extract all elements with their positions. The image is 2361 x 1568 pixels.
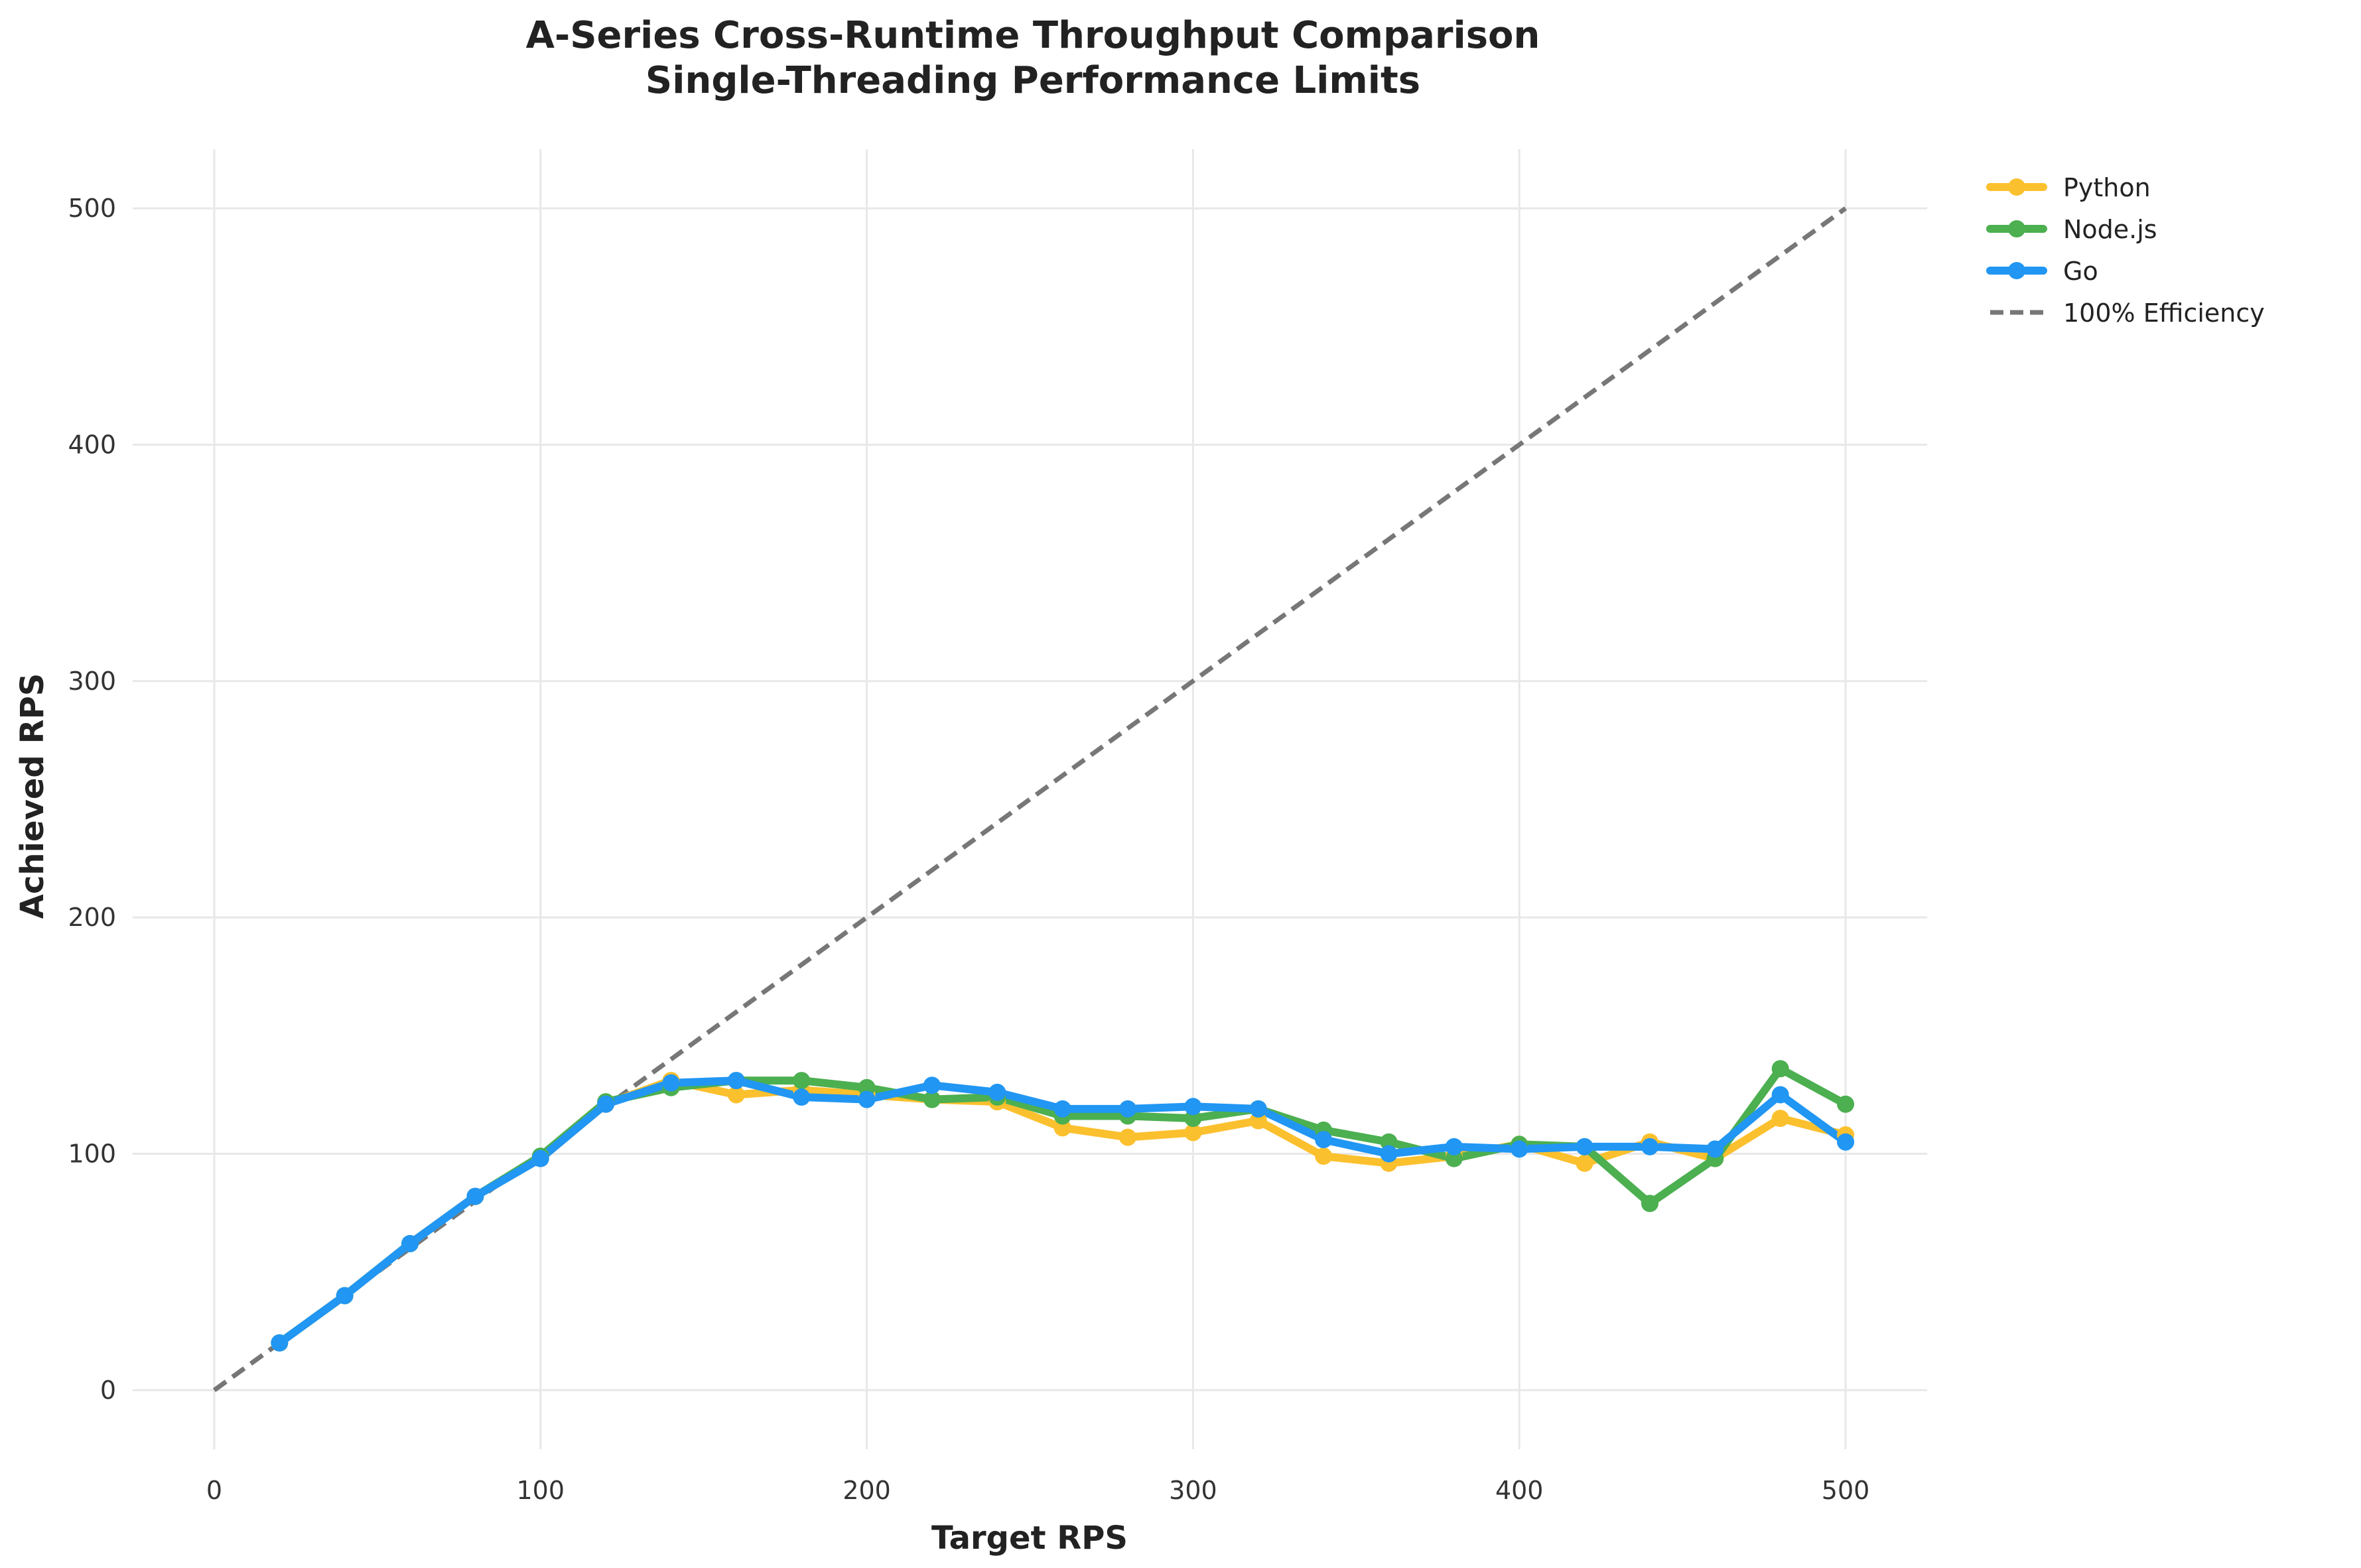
data-point-go [1249, 1100, 1267, 1118]
y-tick-label: 0 [100, 1376, 116, 1405]
data-point-node-js [1445, 1149, 1463, 1167]
data-point-node-js [923, 1090, 941, 1108]
data-point-go [336, 1287, 354, 1305]
data-point-python [1315, 1147, 1333, 1165]
grid [133, 149, 1927, 1449]
legend-label-100-efficiency: 100% Efficiency [2063, 298, 2265, 328]
data-point-python [1249, 1112, 1267, 1130]
data-point-go [1445, 1138, 1463, 1155]
x-tick-label: 100 [517, 1476, 565, 1505]
data-point-node-js [858, 1078, 876, 1096]
chart-title: A-Series Cross-Runtime Throughput Compar… [526, 14, 1540, 57]
data-point-python [727, 1086, 745, 1104]
data-point-node-js [1771, 1060, 1789, 1078]
x-axis-label: Target RPS [931, 1520, 1128, 1557]
data-point-go [1641, 1138, 1658, 1155]
y-tick-label: 100 [68, 1140, 116, 1169]
data-point-go [531, 1149, 549, 1167]
x-tick-label: 400 [1495, 1476, 1544, 1505]
data-point-go [1511, 1140, 1528, 1158]
data-point-go [1053, 1100, 1071, 1118]
data-point-go [1706, 1140, 1724, 1158]
x-tick-label: 500 [1822, 1476, 1870, 1505]
data-point-node-js [793, 1072, 811, 1090]
y-tick-label: 400 [68, 430, 116, 459]
data-point-go [923, 1077, 941, 1094]
data-point-node-js [1380, 1133, 1398, 1151]
data-point-go [1380, 1145, 1398, 1163]
data-point-python [1119, 1128, 1137, 1146]
legend-label-python: Python [2063, 173, 2151, 202]
data-point-go [727, 1072, 745, 1090]
data-point-go [1576, 1138, 1593, 1155]
data-point-python [1771, 1110, 1789, 1128]
y-tick-label: 200 [68, 903, 116, 932]
data-point-go [271, 1334, 289, 1352]
data-point-go [1184, 1098, 1202, 1116]
data-point-go [1837, 1133, 1855, 1151]
legend: Python Node.js Go 100% Efficiency [1986, 173, 2265, 328]
data-point-go [466, 1187, 484, 1205]
data-point-python [1053, 1119, 1071, 1137]
y-axis-ticks: 0 100 200 300 400 500 [68, 194, 116, 1405]
reference-line [212, 206, 1848, 1392]
legend-label-go: Go [2063, 257, 2098, 286]
data-point-python [1184, 1124, 1202, 1142]
data-point-go [1315, 1131, 1333, 1149]
legend-marker-node-js [2008, 220, 2025, 237]
x-tick-label: 0 [206, 1476, 222, 1505]
x-tick-label: 300 [1169, 1476, 1217, 1505]
x-axis-ticks: 0 100 200 300 400 500 [206, 1476, 1869, 1505]
data-point-go [662, 1074, 680, 1092]
y-axis-label: Achieved RPS [14, 673, 51, 919]
legend-label-node-js: Node.js [2063, 215, 2157, 244]
y-tick-label: 300 [68, 667, 116, 696]
data-point-go [1119, 1100, 1137, 1118]
data-point-go [401, 1234, 419, 1252]
data-point-go [1771, 1086, 1789, 1104]
data-point-node-js [1641, 1195, 1658, 1212]
data-point-python [1576, 1154, 1593, 1172]
data-point-go [793, 1088, 811, 1106]
series-points [271, 1060, 1855, 1352]
x-tick-label: 200 [843, 1476, 891, 1505]
data-point-go [988, 1083, 1006, 1101]
data-point-node-js [1837, 1095, 1855, 1113]
y-tick-label: 500 [68, 194, 116, 223]
data-point-go [858, 1090, 876, 1108]
chart-subtitle: Single-Threading Performance Limits [645, 59, 1420, 102]
data-point-node-js [1184, 1110, 1202, 1128]
legend-marker-go [2008, 262, 2025, 279]
data-point-go [597, 1095, 615, 1113]
legend-marker-python [2008, 178, 2025, 196]
